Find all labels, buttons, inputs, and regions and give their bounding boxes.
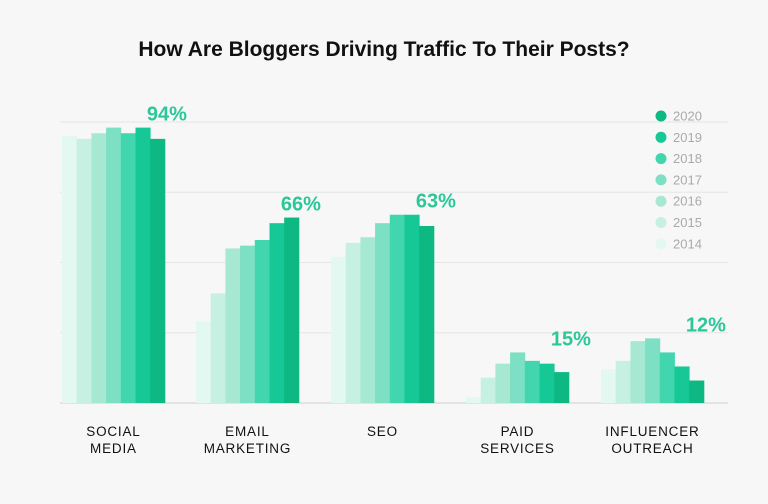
bar-2018-2 bbox=[389, 214, 405, 403]
legend-label-2019: 2019 bbox=[673, 130, 702, 145]
legend-swatch-2015 bbox=[655, 217, 667, 228]
legend-label-2015: 2015 bbox=[673, 215, 702, 230]
bar-2020-1 bbox=[284, 217, 300, 403]
category-label-line: SOCIAL bbox=[86, 424, 141, 439]
legend-swatch-2017 bbox=[655, 174, 667, 186]
category-label-line: SEO bbox=[366, 424, 398, 439]
bar-2014-1 bbox=[196, 321, 212, 403]
bar-2015-3 bbox=[480, 377, 496, 403]
bar-2017-3 bbox=[510, 352, 526, 403]
category-label-line: PAID bbox=[500, 424, 535, 439]
bar-2016-4 bbox=[630, 341, 646, 403]
category-label-line: OUTREACH bbox=[611, 441, 694, 456]
legend-swatch-2020 bbox=[655, 110, 667, 122]
bar-2014-2 bbox=[331, 256, 347, 403]
category-label-0: SOCIAL MEDIA bbox=[43, 423, 183, 457]
legend-label-2020: 2020 bbox=[673, 109, 702, 124]
bar-2016-2 bbox=[360, 237, 376, 403]
bar-2016-0 bbox=[91, 133, 107, 404]
bar-2020-4 bbox=[689, 380, 705, 403]
bar-2015-0 bbox=[76, 138, 92, 404]
bar-2020-3 bbox=[554, 372, 570, 403]
category-label-line: MEDIA bbox=[90, 441, 137, 456]
category-label-4: INFLUENCER OUTREACH bbox=[582, 423, 722, 457]
category-label-2: SEO bbox=[312, 423, 452, 440]
legend-label-2014: 2014 bbox=[673, 236, 702, 251]
bar-2017-2 bbox=[375, 223, 391, 403]
legend-swatch-2018 bbox=[655, 153, 667, 165]
bar-2015-1 bbox=[210, 293, 226, 403]
value-label-3: 15% bbox=[551, 328, 591, 350]
bar-2020-2 bbox=[419, 225, 435, 403]
bar-2018-3 bbox=[524, 360, 540, 403]
bar-2017-1 bbox=[240, 245, 256, 403]
bar-2016-3 bbox=[495, 363, 511, 403]
bar-2019-1 bbox=[269, 223, 285, 403]
bar-2016-1 bbox=[225, 248, 241, 403]
value-label-1: 66% bbox=[281, 194, 321, 216]
bar-2019-3 bbox=[539, 363, 555, 403]
legend-label-2018: 2018 bbox=[673, 151, 702, 166]
bar-2020-0 bbox=[150, 138, 166, 404]
category-label-line: EMAIL bbox=[225, 424, 270, 439]
bar-2014-0 bbox=[62, 136, 78, 404]
legend-swatch-2016 bbox=[655, 195, 667, 207]
bar-2018-0 bbox=[120, 133, 136, 404]
bar-2014-3 bbox=[466, 397, 482, 403]
category-label-1: EMAIL MARKETING bbox=[177, 423, 317, 457]
category-label-3: PAID SERVICES bbox=[447, 423, 587, 457]
legend-label-2016: 2016 bbox=[673, 194, 702, 209]
bar-2015-2 bbox=[345, 242, 361, 403]
bar-2018-4 bbox=[659, 352, 675, 403]
bar-2019-0 bbox=[135, 127, 151, 404]
bar-2018-1 bbox=[254, 240, 270, 403]
bar-2019-4 bbox=[674, 366, 690, 403]
category-label-line: INFLUENCER bbox=[605, 424, 700, 439]
bar-2014-4 bbox=[601, 369, 617, 403]
legend-label-2017: 2017 bbox=[673, 172, 702, 187]
chart-title: How Are Bloggers Driving Traffic To Thei… bbox=[138, 38, 630, 61]
bar-2019-2 bbox=[404, 214, 420, 403]
category-label-line: SERVICES bbox=[480, 441, 555, 456]
legend-swatch-2014 bbox=[655, 238, 667, 250]
value-label-0: 94% bbox=[147, 104, 187, 126]
value-label-4: 12% bbox=[686, 314, 726, 336]
bar-2017-0 bbox=[106, 127, 122, 404]
bar-2015-4 bbox=[615, 360, 631, 403]
category-label-line: MARKETING bbox=[203, 441, 292, 456]
legend-swatch-2019 bbox=[655, 131, 667, 143]
bar-2017-4 bbox=[645, 338, 661, 403]
value-label-2: 63% bbox=[416, 191, 456, 213]
